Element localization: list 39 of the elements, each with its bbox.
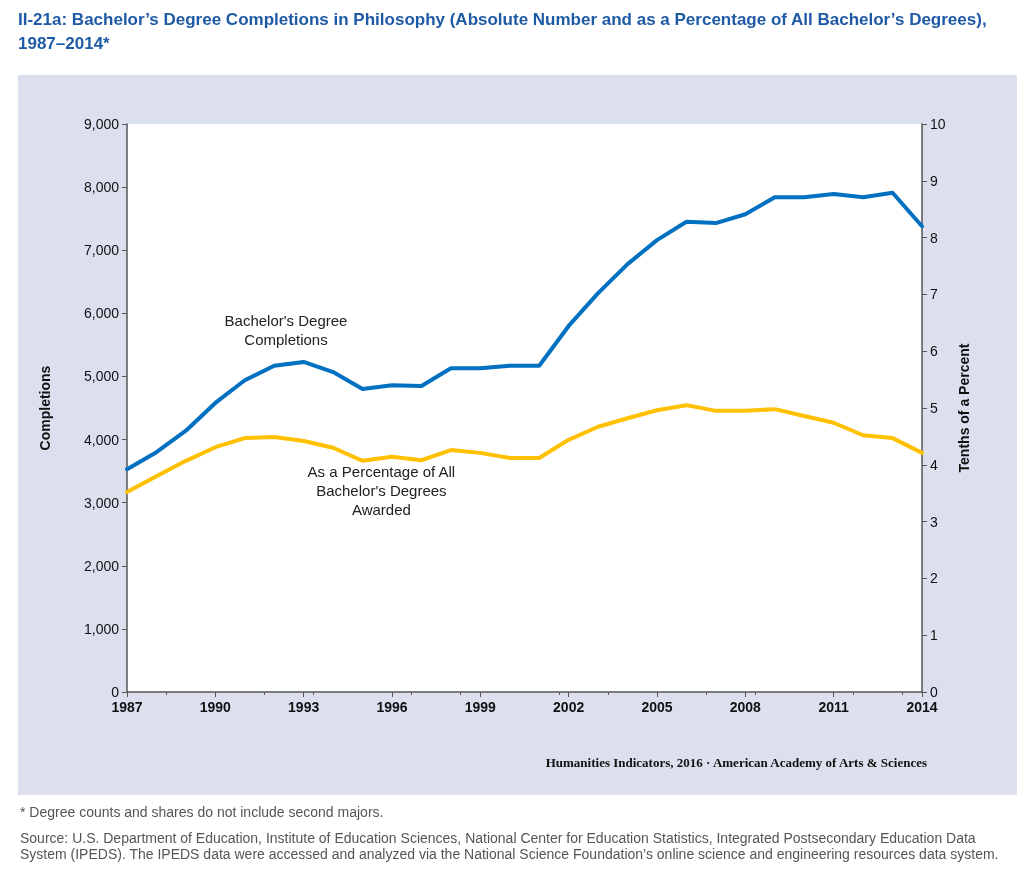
y2-tick-label: 1	[930, 627, 938, 644]
chart-title: II-21a: Bachelor’s Degree Completions in Philosophy (Absolute Number and as a Percentage of All Bachelor’s Degrees), 1987–2014*	[18, 9, 988, 55]
y2-tick-label: 4	[930, 456, 938, 473]
x-tick-label: 2011	[818, 699, 850, 715]
y2-tick-label: 9	[930, 172, 938, 189]
y2-tick-label: 2	[930, 570, 938, 587]
y2-tick-label: 5	[930, 400, 938, 416]
text: Humanities Indicators, 2016 · American Academy of Arts & Sciences	[545, 755, 927, 771]
x-tick-label: 1987	[111, 699, 143, 715]
source-note: Source: U.S. Department of Education, Institute of Education Sciences, National Center for Education Statistics, Integrated Postsecondary Education Data System (IPEDS). The IPEDS data were accessed and analyzed via the National Science Foundation’s online science and engineering resources data system.	[20, 830, 1000, 862]
x-tick-label: 2014	[906, 699, 938, 715]
y-axis-title: Completions	[37, 365, 53, 451]
y-tick-label: 4,000	[83, 431, 120, 448]
y-tick-label: 3,000	[83, 494, 120, 511]
series-label: Bachelor's Degree Completions	[224, 312, 348, 349]
y2-tick-label: 0	[930, 684, 938, 700]
y-tick-label: 7,000	[83, 242, 120, 259]
y-tick-label: 0	[111, 684, 120, 700]
text: * Degree counts and shares do not include second majors.	[20, 804, 385, 820]
x-tick-label: 1996	[376, 699, 408, 715]
y-tick-label: 8,000	[83, 179, 120, 196]
series-label: As a Percentage of All Bachelor's Degrees Awarded	[307, 462, 456, 518]
y-tick-label: 5,000	[83, 368, 120, 385]
x-tick-label: 2005	[641, 699, 673, 715]
y2-axis-title: Tenths of a Percent	[956, 343, 972, 473]
y2-tick-label: 8	[930, 229, 938, 246]
y2-tick-label: 3	[930, 513, 938, 530]
x-tick-label: 1990	[199, 699, 232, 715]
y2-tick-label: 10	[930, 116, 946, 132]
y-tick-label: 9,000	[83, 116, 120, 132]
x-tick-label: 2008	[729, 699, 762, 715]
x-tick-label: 1999	[464, 699, 497, 715]
y2-tick-label: 6	[930, 343, 938, 360]
y-tick-label: 2,000	[83, 557, 120, 574]
y-tick-label: 1,000	[83, 620, 120, 637]
y2-tick-label: 7	[930, 286, 938, 303]
y-tick-label: 6,000	[83, 305, 120, 322]
x-tick-label: 2002	[553, 699, 585, 715]
x-tick-label: 1993	[288, 699, 320, 715]
